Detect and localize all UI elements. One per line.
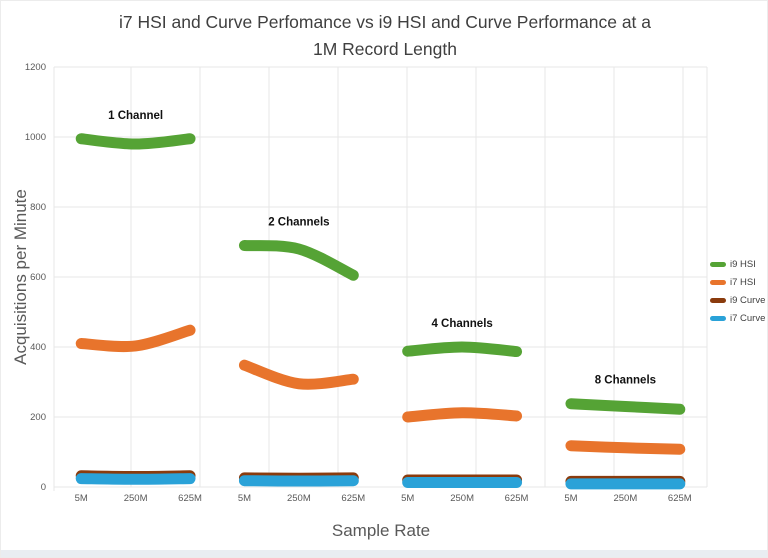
legend: i9 HSI i7 HSI i9 Curve i7 Curve <box>710 259 765 324</box>
x-tick-label: 625M <box>505 493 529 504</box>
legend-swatch-i9-curve <box>710 298 726 303</box>
y-axis-title: Acquisitions per Minute <box>11 189 30 365</box>
y-tick-label: 200 <box>30 412 46 423</box>
channel-group-label: 8 Channels <box>595 375 656 387</box>
bottom-strip <box>1 550 767 557</box>
legend-label-i9-curve: i9 Curve <box>730 295 766 306</box>
y-tick-label: 1000 <box>25 132 46 143</box>
chart-title: i7 HSI and Curve Perfomance vs i9 HSI an… <box>1 9 767 63</box>
x-tick-label: 250M <box>613 493 637 504</box>
x-tick-label: 5M <box>75 493 88 504</box>
series-line-i7-hsi <box>402 407 523 423</box>
channel-group-label: 4 Channels <box>431 318 492 330</box>
legend-swatch-i9-hsi <box>710 262 726 267</box>
legend-item-i9-curve: i9 Curve <box>710 295 765 306</box>
series-line-i7-curve <box>75 473 196 485</box>
legend-label-i7-curve: i7 Curve <box>730 313 766 324</box>
y-tick-label: 1200 <box>25 62 46 73</box>
y-tick-label: 800 <box>30 202 46 213</box>
legend-item-i7-curve: i7 Curve <box>710 313 765 324</box>
legend-swatch-i7-curve <box>710 316 726 321</box>
series-line-i9-hsi <box>565 398 686 415</box>
series-line-i7-hsi <box>238 359 359 390</box>
channel-group-label: 1 Channel <box>108 110 163 122</box>
legend-label-i7-hsi: i7 HSI <box>730 277 756 288</box>
x-tick-label: 625M <box>178 493 202 504</box>
x-tick-label: 5M <box>564 493 577 504</box>
x-tick-label: 250M <box>450 493 474 504</box>
series-line-i9-hsi <box>402 341 523 358</box>
chart-title-line1: i7 HSI and Curve Perfomance vs i9 HSI an… <box>118 12 652 32</box>
legend-item-i9-hsi: i9 HSI <box>710 259 765 270</box>
legend-item-i7-hsi: i7 HSI <box>710 277 765 288</box>
series-line-i7-hsi <box>75 324 196 353</box>
x-tick-label: 625M <box>668 493 692 504</box>
legend-swatch-i7-hsi <box>710 280 726 285</box>
legend-label-i9-hsi: i9 HSI <box>730 259 756 270</box>
y-tick-label: 0 <box>41 482 46 493</box>
series-line-i7-hsi <box>565 440 686 455</box>
series-line-i9-hsi <box>238 240 359 281</box>
chart-title-line2: 1M Record Length <box>313 39 457 59</box>
x-tick-label: 250M <box>124 493 148 504</box>
series-line-i9-hsi <box>75 133 196 150</box>
channel-group-label: 2 Channels <box>268 217 329 229</box>
x-tick-label: 5M <box>238 493 251 504</box>
x-tick-label: 250M <box>287 493 311 504</box>
x-tick-label: 625M <box>341 493 365 504</box>
x-axis-title: Sample Rate <box>331 521 431 540</box>
y-tick-label: 400 <box>30 342 46 353</box>
x-tick-label: 5M <box>401 493 414 504</box>
y-tick-label: 600 <box>30 272 46 283</box>
